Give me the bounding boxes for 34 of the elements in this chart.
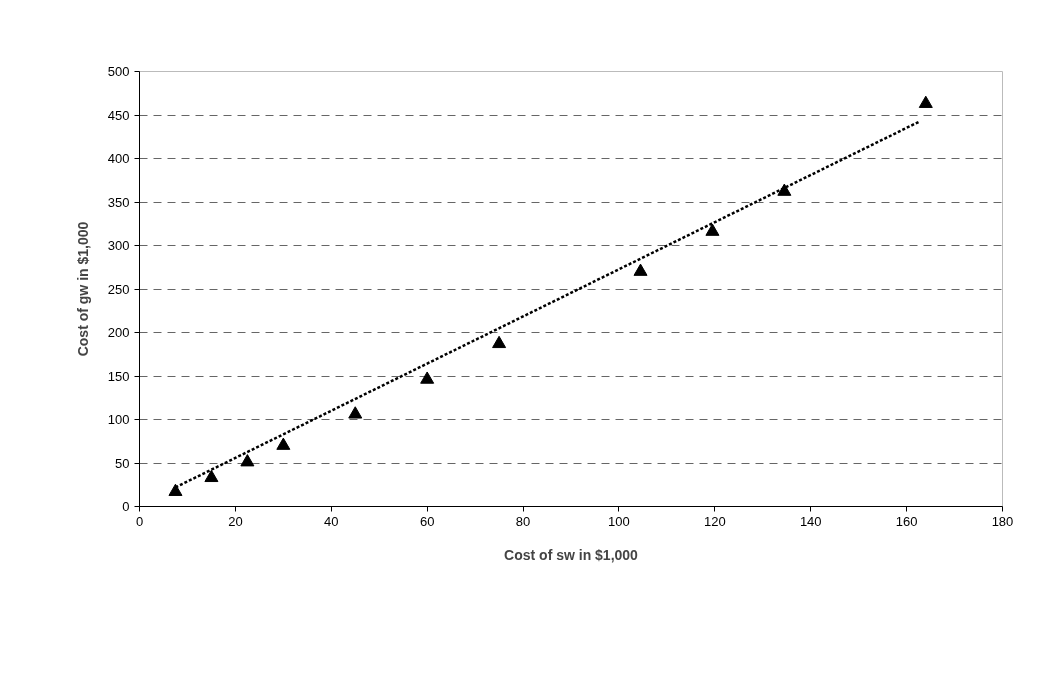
x-tick-label: 60 [419, 513, 435, 529]
y-tick-label: 200 [107, 325, 130, 340]
point [168, 483, 183, 496]
y-tick-label: 500 [107, 64, 130, 79]
x-axis-title: Cost of sw in $1,000 [504, 546, 639, 563]
point [705, 223, 720, 236]
x-tick-label: 100 [608, 513, 630, 529]
y-tick-label: 100 [107, 412, 130, 427]
x-tick-label: 180 [991, 513, 1014, 529]
point [240, 454, 255, 467]
point [276, 437, 291, 450]
x-tick-label: 40 [324, 513, 339, 529]
point [204, 469, 219, 483]
x-tick-label: 120 [703, 513, 726, 529]
x-tick-label: 80 [515, 513, 531, 529]
y-tick-label: 300 [107, 238, 130, 253]
y-tick-label: 0 [122, 499, 130, 514]
x-tick-label: 20 [228, 513, 243, 529]
point [777, 183, 792, 196]
y-tick-label: 150 [107, 368, 130, 384]
y-tick-label: 450 [107, 107, 130, 123]
point [420, 371, 435, 384]
x-tick-label: 0 [135, 513, 144, 529]
x-tick-label: 140 [799, 513, 822, 529]
point [633, 263, 648, 276]
point [348, 406, 363, 419]
y-tick-label: 350 [107, 194, 130, 210]
point [918, 95, 933, 108]
y-tick-label: 400 [107, 151, 130, 166]
y-tick-label: 250 [107, 281, 130, 297]
point [492, 335, 507, 349]
x-tick-label: 160 [895, 513, 918, 529]
y-tick-label: 50 [115, 455, 130, 471]
y-axis-title: Cost of gw in $1,000 [74, 221, 91, 357]
